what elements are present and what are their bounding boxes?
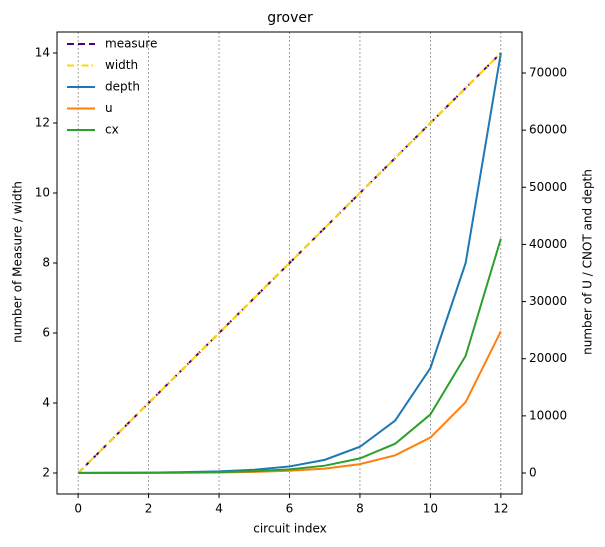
series-line [78, 238, 502, 474]
chart-title: grover [267, 10, 313, 26]
x-tick-label: 6 [286, 502, 294, 516]
y2-tick-label: 30000 [529, 294, 567, 308]
y-tick-label: 6 [42, 326, 50, 340]
y2-tick-label: 10000 [529, 408, 567, 422]
y2-axis-label: number of U / CNOT and depth [581, 169, 595, 355]
y2-tick-label: 20000 [529, 351, 567, 365]
legend-label: cx [105, 123, 119, 137]
x-tick-label: 12 [493, 502, 508, 516]
legend-label: u [105, 101, 113, 115]
y-tick-label: 8 [42, 256, 50, 270]
legend-label: measure [105, 37, 157, 51]
y2-tick-label: 40000 [529, 237, 567, 251]
y-tick-label: 12 [35, 116, 50, 130]
plot-frame [56, 31, 523, 495]
y-tick-label: 2 [42, 466, 50, 480]
legend-label: width [105, 58, 138, 72]
x-tick-label: 8 [356, 502, 364, 516]
x-tick-label: 0 [74, 502, 82, 516]
y-tick-label: 14 [35, 46, 50, 60]
y-tick-label: 4 [42, 396, 50, 410]
y-tick-label: 10 [35, 186, 50, 200]
legend-label: depth [105, 80, 140, 94]
x-tick-label: 2 [145, 502, 153, 516]
x-tick-label: 10 [423, 502, 438, 516]
y2-tick-label: 60000 [529, 123, 567, 137]
series-line [77, 52, 502, 474]
y2-tick-label: 70000 [529, 66, 567, 80]
y2-tick-label: 50000 [529, 180, 567, 194]
x-axis-label: circuit index [253, 522, 327, 536]
y2-tick-label: 0 [529, 466, 537, 480]
x-tick-label: 4 [215, 502, 223, 516]
y-axis-label: number of Measure / width [11, 181, 25, 343]
